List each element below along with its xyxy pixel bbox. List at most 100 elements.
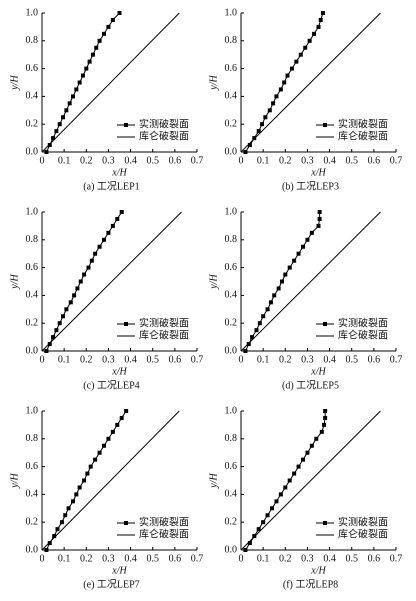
data-marker	[97, 450, 102, 455]
y-tick-label: 0.8	[225, 35, 238, 46]
x-tick-label: 0	[239, 354, 244, 365]
data-marker	[261, 314, 266, 319]
x-tick-label: 0.5	[146, 354, 159, 365]
x-axis-label: x/H	[310, 565, 326, 576]
x-tick-label: 0.7	[390, 155, 403, 166]
x-tick-label: 0.5	[146, 553, 159, 564]
data-marker	[54, 129, 59, 134]
y-axis-label: y/H	[9, 274, 20, 290]
data-marker	[265, 307, 270, 312]
data-marker	[94, 45, 99, 50]
x-tick-label: 0.5	[345, 354, 358, 365]
data-marker	[51, 136, 56, 141]
series-line	[41, 410, 180, 551]
x-tick-label: 0.7	[191, 155, 204, 166]
data-marker	[256, 129, 261, 134]
x-axis-label: x/H	[111, 366, 127, 377]
data-marker	[298, 52, 303, 57]
y-tick-label: 0.0	[225, 146, 238, 157]
x-axis-label: x/H	[310, 366, 326, 377]
y-tick-label: 0.2	[225, 317, 238, 328]
data-marker	[74, 492, 79, 497]
y-tick-label: 0.2	[26, 317, 39, 328]
data-marker	[97, 244, 102, 249]
y-tick-label: 0.4	[26, 290, 39, 301]
data-marker	[110, 223, 115, 228]
data-marker	[278, 492, 283, 497]
data-marker	[289, 66, 294, 71]
data-marker	[59, 520, 64, 525]
data-marker	[102, 31, 106, 36]
y-axis-label: y/H	[208, 473, 219, 489]
data-marker	[323, 409, 328, 413]
legend-marker	[323, 322, 327, 326]
data-marker	[124, 409, 129, 413]
x-tick-label: 0.4	[323, 553, 336, 564]
series-line	[41, 211, 182, 352]
x-axis-label: x/H	[310, 167, 326, 178]
data-marker	[296, 464, 301, 469]
x-tick-label: 0.7	[390, 553, 403, 564]
x-tick-label: 0	[239, 155, 244, 166]
y-tick-label: 0.2	[26, 516, 39, 527]
data-marker	[64, 108, 69, 113]
legend-label: 库仑破裂面	[139, 328, 189, 341]
x-tick-label: 0.6	[368, 553, 381, 564]
data-marker	[317, 210, 322, 214]
data-marker	[119, 210, 124, 214]
data-marker	[256, 527, 261, 532]
data-marker	[320, 11, 325, 15]
data-marker	[102, 443, 106, 448]
data-marker	[271, 101, 276, 106]
data-marker	[316, 223, 321, 228]
x-tick-label: 0.5	[146, 155, 159, 166]
data-marker	[309, 230, 314, 235]
data-marker	[64, 307, 69, 312]
data-marker	[261, 520, 266, 525]
y-tick-label: 0.0	[26, 345, 39, 356]
caption: (a) 工况LEP1	[83, 180, 139, 192]
x-tick-label: 0.3	[301, 553, 314, 564]
data-marker	[102, 237, 106, 242]
data-marker	[71, 499, 75, 504]
data-marker	[318, 17, 323, 22]
data-marker	[301, 244, 305, 249]
data-marker	[106, 24, 111, 29]
x-tick-label: 0.1	[257, 354, 270, 365]
y-tick-label: 1.0	[225, 7, 238, 18]
data-marker	[51, 335, 56, 340]
data-marker	[243, 349, 248, 353]
x-tick-label: 0.4	[323, 354, 336, 365]
x-tick-label: 0.1	[257, 155, 270, 166]
data-marker	[292, 258, 297, 263]
data-marker	[78, 279, 83, 284]
x-tick-label: 0.7	[390, 354, 403, 365]
y-tick-label: 0.2	[225, 118, 238, 129]
x-tick-label: 0.7	[191, 354, 204, 365]
data-marker	[287, 478, 292, 483]
y-tick-label: 0.8	[26, 234, 39, 245]
data-marker	[314, 436, 319, 441]
data-marker	[44, 548, 49, 552]
x-tick-label: 0.4	[124, 553, 137, 564]
y-tick-label: 1.0	[26, 405, 39, 416]
y-tick-label: 0.6	[225, 63, 238, 74]
y-tick-label: 0.8	[26, 35, 39, 46]
data-marker	[305, 450, 310, 455]
y-tick-label: 0.4	[225, 91, 238, 102]
data-marker	[282, 80, 287, 85]
data-marker	[55, 527, 60, 532]
data-marker	[93, 251, 98, 256]
legend-label: 库仑破裂面	[139, 527, 189, 540]
data-marker	[66, 506, 71, 511]
y-tick-label: 0.4	[225, 290, 238, 301]
data-marker	[307, 38, 312, 43]
x-tick-label: 0.2	[279, 354, 292, 365]
data-marker	[267, 108, 272, 113]
data-marker	[71, 94, 75, 99]
legend-label: 实测破裂面	[338, 515, 388, 528]
y-tick-label: 0.6	[26, 63, 39, 74]
data-marker	[87, 59, 92, 64]
y-tick-label: 0.0	[225, 544, 238, 555]
x-tick-label: 0.1	[257, 553, 270, 564]
